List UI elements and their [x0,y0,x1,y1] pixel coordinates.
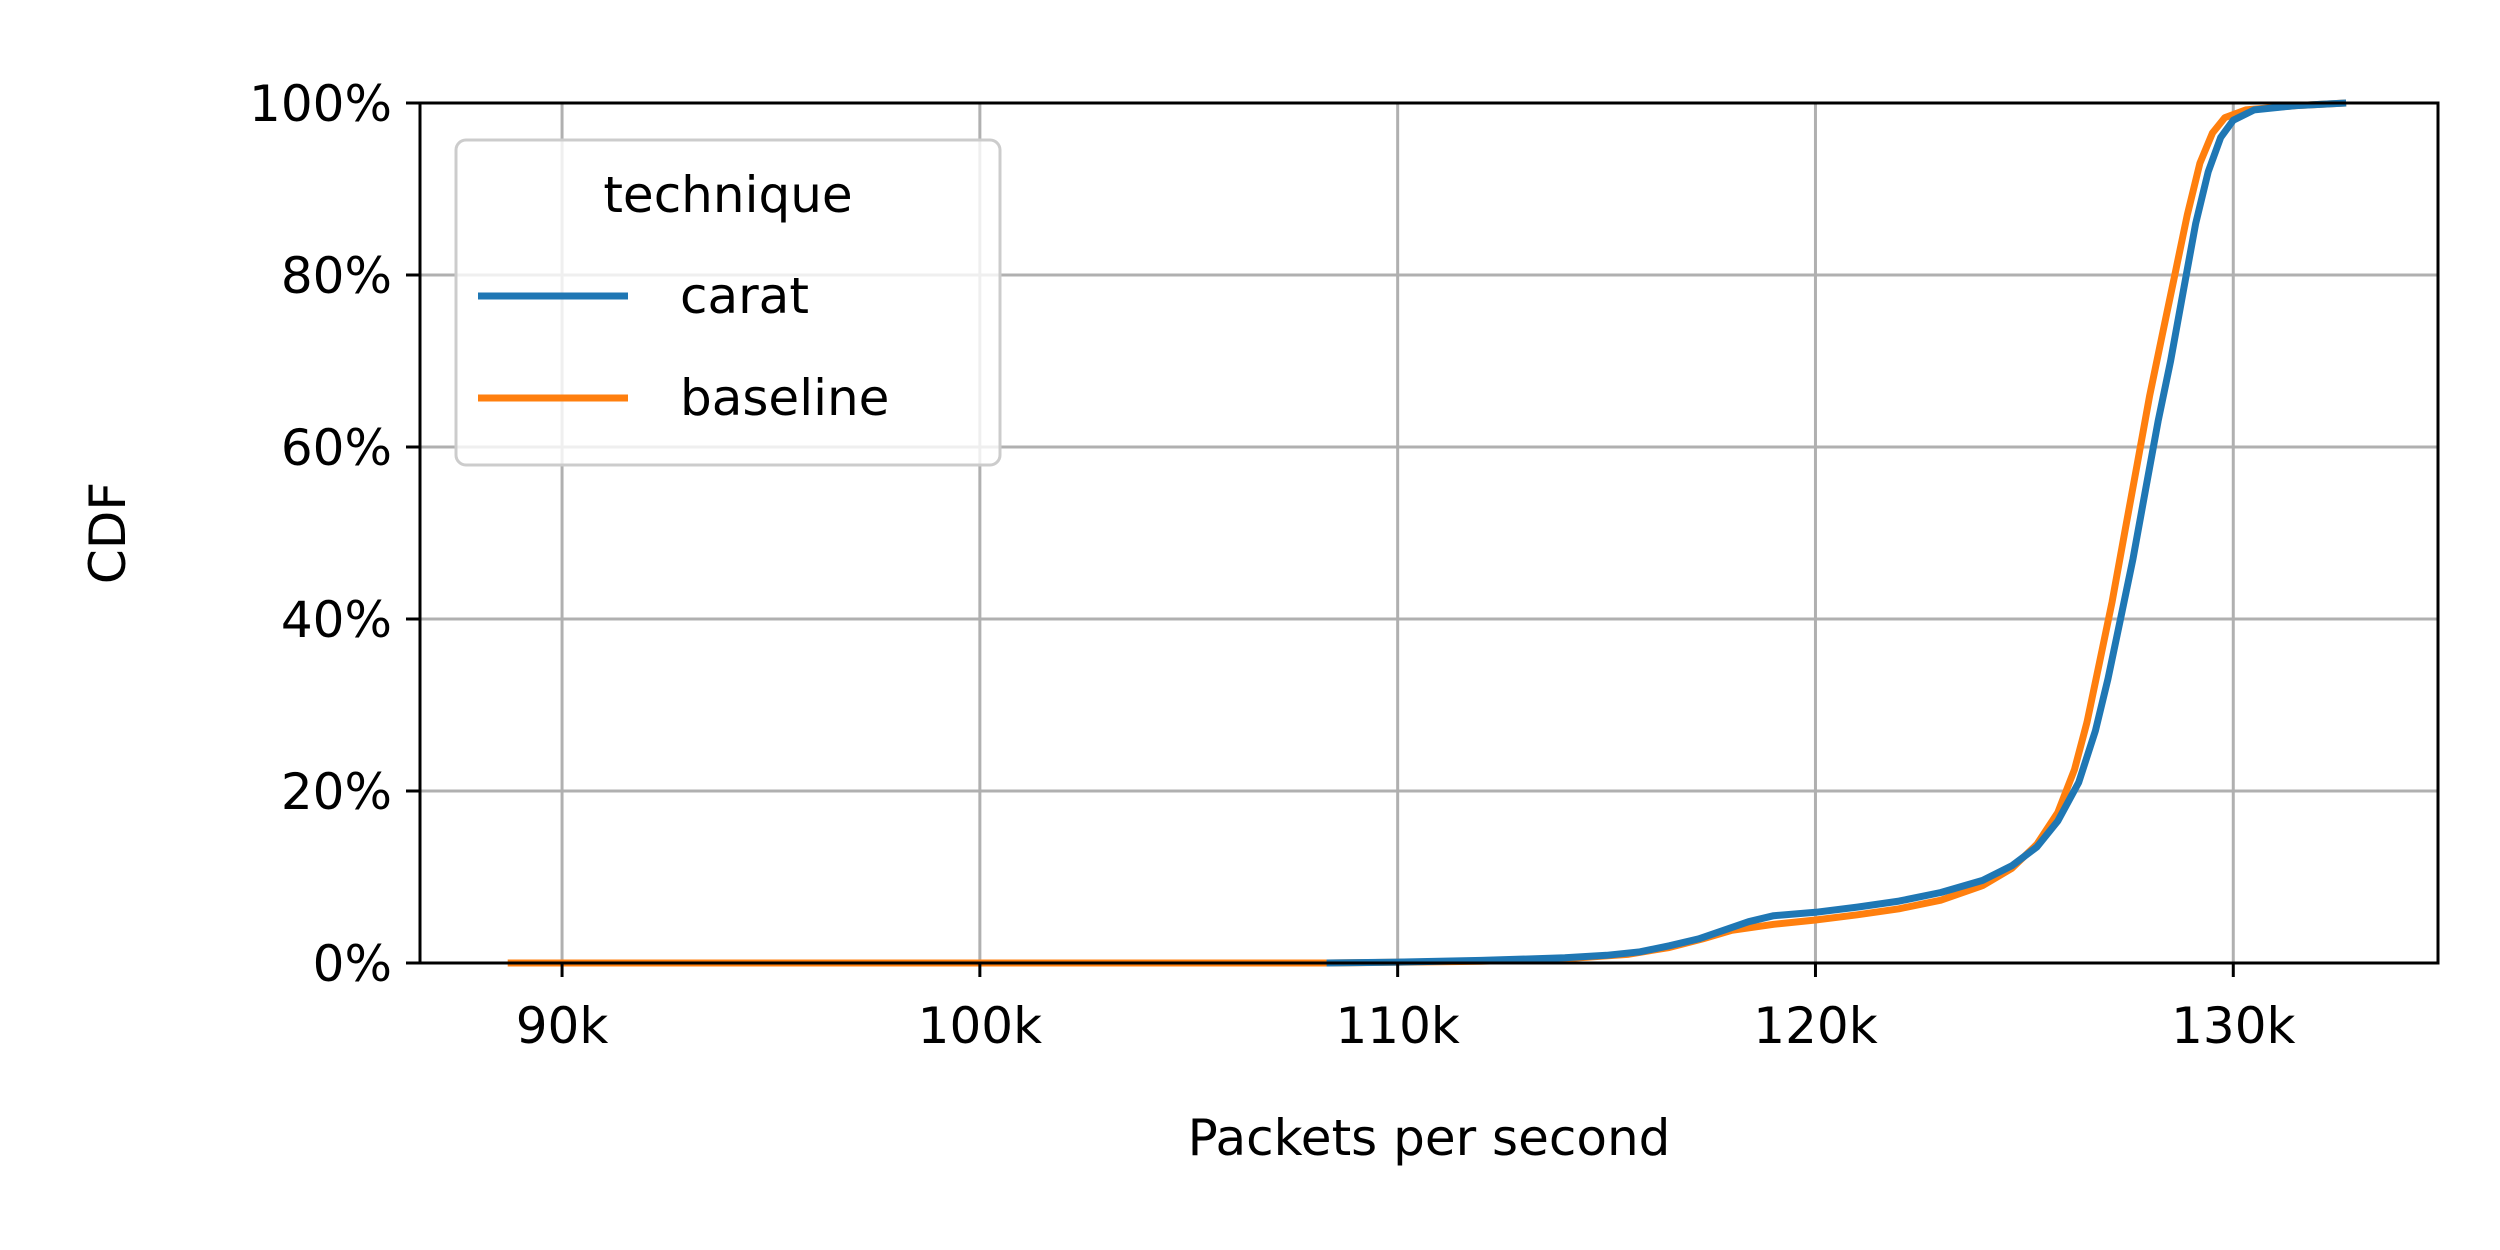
y-tick-label: 40% [281,591,392,649]
y-tick-label: 100% [249,75,392,133]
y-axis-title: CDF [79,482,137,584]
x-tick-label: 120k [1753,997,1877,1055]
legend-box [454,138,1002,467]
y-tick-label: 80% [281,247,392,305]
x-axis-title: Packets per second [1188,1109,1671,1167]
y-tick-label: 20% [281,763,392,821]
series-layer [507,99,2347,967]
y-tick-label: 60% [281,419,392,477]
legend: technique carat baseline [454,138,1002,467]
plot-frame [418,101,2440,965]
y-tick-label: 0% [313,935,392,993]
ticks-layer: 90k 100k 110k 120k 130k 0% 20% 40% 60% 80% 100% [249,75,2295,1055]
x-tick-label: 90k [516,997,609,1055]
legend-title: technique [603,166,852,224]
x-tick-label: 110k [1335,997,1459,1055]
series-line-carat [1326,99,2347,967]
x-tick-label: 100k [918,997,1042,1055]
x-tick-label: 130k [2171,997,2295,1055]
legend-label-carat: carat [680,267,809,325]
legend-label-baseline: baseline [680,369,889,427]
